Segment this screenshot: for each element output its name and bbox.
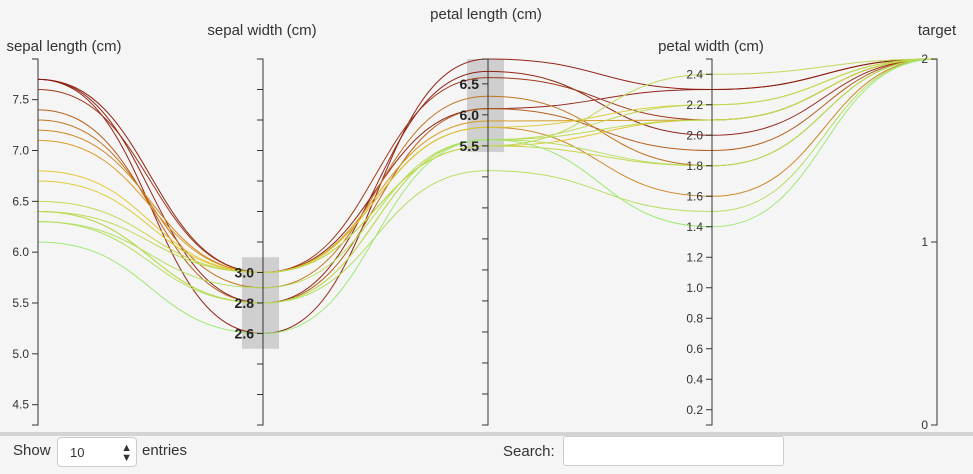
tick-label: 0.4 (686, 372, 703, 386)
page-length-select[interactable]: 10 ▲ ▼ (57, 437, 137, 467)
data-line (37, 58, 938, 304)
search-label: Search: (503, 443, 555, 460)
axis-sepal_width: 2.6 2.8 3.0 sepal width (cm) (207, 22, 317, 426)
data-line (37, 58, 938, 274)
axis-target: 0 1 2 target (918, 22, 957, 432)
axis-title-sepal_width: sepal width (cm) (207, 22, 316, 39)
tick-label: 1 (921, 235, 928, 249)
brush-tick-label: 3.0 (235, 265, 255, 281)
tick-label: 1.4 (686, 220, 703, 234)
axis-petal_length: 5.5 6.0 6.5 petal length (cm) (430, 6, 542, 426)
entries-label: entries (142, 442, 188, 459)
tick-label: 0.8 (686, 311, 703, 325)
axis-title-sepal_length: sepal length (cm) (6, 38, 121, 55)
tick-label: 0 (921, 418, 928, 432)
brush-tick-label: 2.6 (235, 326, 255, 342)
brush-tick-label: 6.0 (460, 107, 480, 123)
show-label: Show (13, 442, 51, 459)
tick-label: 1.6 (686, 189, 703, 203)
tick-label: 2.4 (686, 67, 703, 81)
updown-arrows-icon: ▲ ▼ (121, 442, 132, 464)
axis-title-petal_length: petal length (cm) (430, 6, 542, 23)
tick-label: 0.6 (686, 342, 703, 356)
tick-label: 5.0 (12, 347, 29, 361)
tick-label: 5.5 (12, 296, 29, 310)
axis-line (32, 58, 39, 426)
search-input[interactable] (563, 436, 784, 466)
tick-label: 6.5 (12, 194, 29, 208)
divider (0, 432, 973, 436)
tick-label: 1.2 (686, 250, 703, 264)
tick-label: 2.2 (686, 98, 703, 112)
axis-sepal_length: 4.5 5.0 5.5 6.0 6.5 7.0 7.5 sepal length (cm) (6, 38, 122, 426)
brush-tick-label: 2.8 (235, 295, 255, 311)
axis-title-petal_width: petal width (cm) (658, 38, 764, 55)
table-controls: Show entries Search: (0, 436, 973, 474)
axis-title-target: target (918, 22, 957, 39)
tick-label: 7.0 (12, 144, 29, 158)
tick-label: 6.0 (12, 245, 29, 259)
tick-label: 4.5 (12, 398, 29, 412)
tick-label: 0.2 (686, 403, 703, 417)
tick-label: 1.8 (686, 159, 703, 173)
brush-petal_length (467, 59, 504, 153)
tick-label: 2.0 (686, 128, 703, 142)
axis-line (706, 58, 713, 426)
tick-label: 2 (921, 52, 928, 66)
page-length-value: 10 (70, 445, 85, 460)
tick-label: 1.0 (686, 281, 703, 295)
axis-petal_width: 0.2 0.4 0.6 0.8 1.0 1.2 1.4 1.6 1.8 2.0 2.2 2.4 peta… (658, 38, 764, 426)
tick-label: 7.5 (12, 93, 29, 107)
brush-tick-label: 6.5 (460, 76, 480, 92)
parallel-coordinates-chart: 4.5 5.0 5.5 6.0 6.5 7.0 7.5 sepal length (cm) 2.… (6, 6, 957, 432)
brush-tick-label: 5.5 (460, 138, 480, 154)
